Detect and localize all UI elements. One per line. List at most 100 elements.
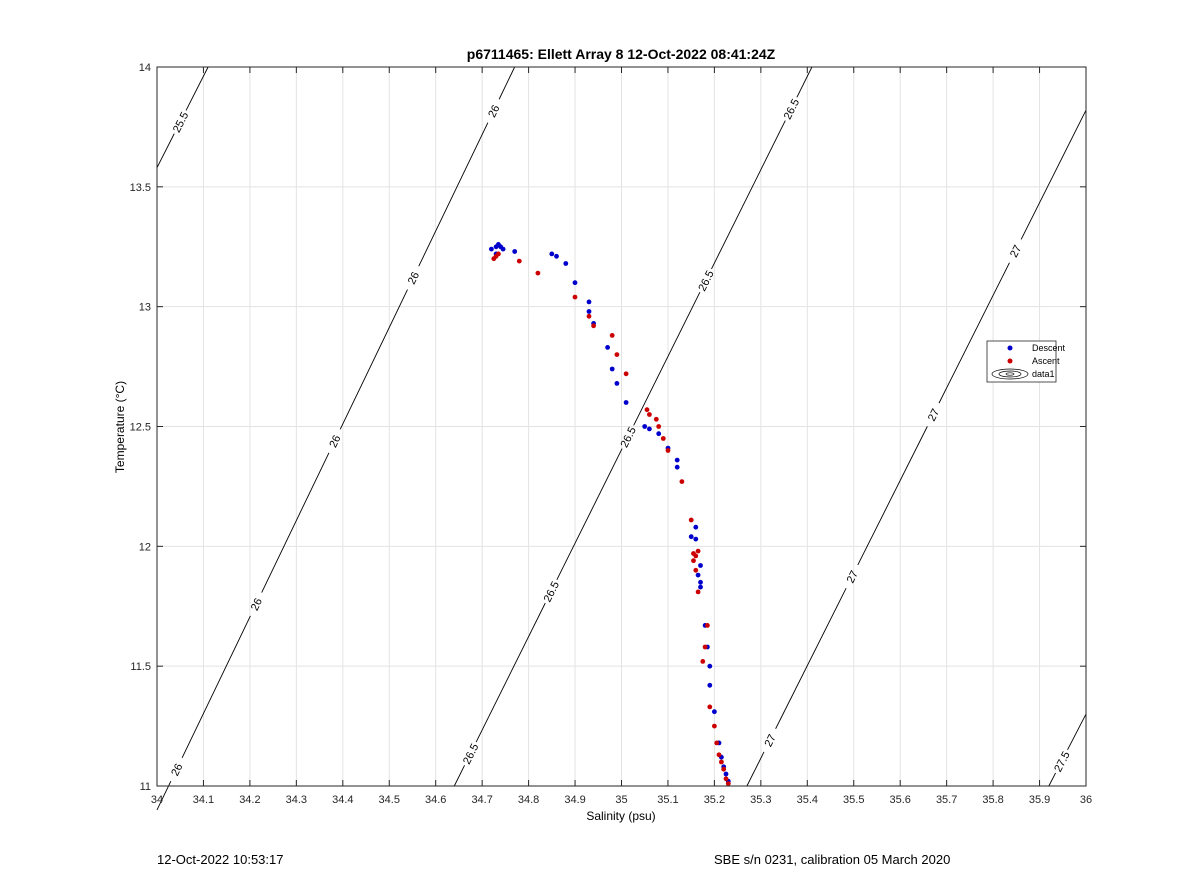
contour-line-26.5 bbox=[475, 602, 546, 743]
y-axis-label: Temperature (°C) bbox=[113, 381, 127, 473]
contour-line-27 bbox=[938, 262, 1010, 404]
ascent-point bbox=[693, 567, 699, 573]
ascent-point bbox=[572, 294, 578, 300]
ascent-point bbox=[609, 333, 615, 338]
contour-line-25.5 bbox=[156, 133, 175, 168]
y-tick-label: 12 bbox=[139, 541, 151, 553]
descent-point bbox=[549, 251, 555, 257]
x-tick-label: 35.5 bbox=[843, 794, 864, 806]
descent-point bbox=[695, 572, 701, 578]
contour-label: 26 bbox=[406, 270, 422, 286]
legend-descent-label: Descent bbox=[1032, 343, 1066, 353]
descent-point bbox=[698, 584, 703, 590]
ascent-point bbox=[688, 517, 694, 523]
contour-line-26 bbox=[181, 615, 251, 758]
ascent-point bbox=[653, 416, 659, 422]
ascent-point bbox=[535, 270, 541, 276]
x-tick-label: 35 bbox=[615, 794, 627, 806]
contour-line-25.5 bbox=[185, 66, 209, 111]
x-tick-label: 36 bbox=[1080, 794, 1092, 806]
x-tick-label: 35.9 bbox=[1029, 794, 1050, 806]
chart-title: p6711465: Ellett Array 8 12-Oct-2022 08:… bbox=[467, 46, 776, 62]
descent-point bbox=[674, 457, 680, 463]
legend-ascent-label: Ascent bbox=[1032, 356, 1060, 366]
descent-point bbox=[489, 246, 494, 252]
contour-line-27 bbox=[775, 588, 847, 729]
descent-point bbox=[554, 253, 559, 259]
ascent-point bbox=[716, 752, 722, 758]
contour-line-26 bbox=[498, 66, 516, 100]
descent-point bbox=[605, 345, 610, 350]
descent-point bbox=[712, 709, 717, 715]
ascent-point bbox=[725, 781, 731, 786]
descent-point bbox=[698, 563, 703, 568]
descent-point bbox=[698, 579, 703, 585]
contour-line-26 bbox=[261, 452, 330, 593]
ascent-point bbox=[516, 258, 522, 264]
contour-line-26.5 bbox=[556, 448, 623, 581]
legend: Descent Ascent data1 bbox=[986, 340, 1066, 383]
contour-label: 27 bbox=[845, 569, 861, 585]
contour-label: 27 bbox=[763, 733, 779, 749]
descent-point bbox=[609, 366, 615, 372]
ascent-point bbox=[700, 659, 706, 664]
x-tick-label: 34.4 bbox=[332, 794, 353, 806]
legend-box bbox=[986, 340, 1057, 383]
ascent-point bbox=[614, 352, 620, 357]
descent-point bbox=[707, 663, 713, 669]
x-axis-label: Salinity (psu) bbox=[586, 809, 655, 823]
y-tick-label: 13.5 bbox=[130, 182, 151, 194]
contour-line-26.5 bbox=[453, 765, 465, 787]
ascent-point bbox=[691, 558, 696, 564]
descent-point bbox=[688, 534, 694, 540]
x-tick-label: 34.5 bbox=[379, 794, 400, 806]
descent-point bbox=[512, 249, 518, 254]
ascent-point bbox=[719, 759, 724, 765]
ascent-point bbox=[695, 548, 701, 554]
x-tick-label: 35.3 bbox=[750, 794, 771, 806]
contour-line-27.5 bbox=[1067, 713, 1087, 751]
x-tick-label: 35.4 bbox=[797, 794, 818, 806]
descent-point bbox=[586, 309, 592, 314]
contour-line-26 bbox=[339, 289, 408, 430]
axis-ticks: 34 34.1 34.2 34.3 34.4 34.5 34.6 34.7 34.8 34.9 35… bbox=[130, 62, 1093, 806]
x-tick-label: 34.3 bbox=[286, 794, 307, 806]
ascent-point bbox=[586, 313, 592, 319]
x-tick-label: 35.8 bbox=[982, 794, 1003, 806]
ascent-point bbox=[647, 412, 652, 417]
descent-point bbox=[500, 246, 506, 252]
descent-point bbox=[623, 400, 629, 405]
x-tick-label: 34.6 bbox=[425, 794, 446, 806]
ascent-point bbox=[679, 479, 685, 484]
ascent-point bbox=[721, 766, 727, 772]
contour-label: 26 bbox=[249, 597, 265, 613]
ascent-point bbox=[702, 644, 708, 650]
x-tick-label: 35.1 bbox=[657, 794, 678, 806]
contour-label: 26 bbox=[486, 103, 502, 119]
x-tick-label: 34.2 bbox=[239, 794, 260, 806]
ascent-point bbox=[693, 553, 699, 559]
contour-line-27.5 bbox=[1048, 772, 1056, 787]
contour-label: 27 bbox=[1008, 243, 1024, 259]
descent-point bbox=[674, 464, 680, 470]
ascent-point bbox=[695, 589, 701, 595]
x-tick-label: 35.2 bbox=[704, 794, 725, 806]
ascent-point bbox=[714, 740, 720, 746]
ascent-point bbox=[660, 436, 666, 441]
descent-point bbox=[572, 280, 578, 286]
ascent-point bbox=[623, 371, 629, 377]
legend-ascent-marker bbox=[1007, 358, 1013, 364]
ascent-point bbox=[707, 704, 713, 710]
x-tick-label: 34.8 bbox=[518, 794, 539, 806]
y-tick-label: 14 bbox=[139, 62, 151, 74]
legend-data1-label: data1 bbox=[1032, 369, 1055, 379]
y-tick-label: 11.5 bbox=[130, 661, 151, 673]
y-tick-label: 12.5 bbox=[130, 422, 151, 434]
contour-line-26.5 bbox=[633, 292, 701, 426]
ascent-point bbox=[644, 407, 650, 413]
x-tick-label: 34.1 bbox=[193, 794, 214, 806]
x-tick-label: 35.7 bbox=[936, 794, 957, 806]
contour-line-26 bbox=[418, 122, 489, 267]
descent-point bbox=[693, 536, 699, 542]
